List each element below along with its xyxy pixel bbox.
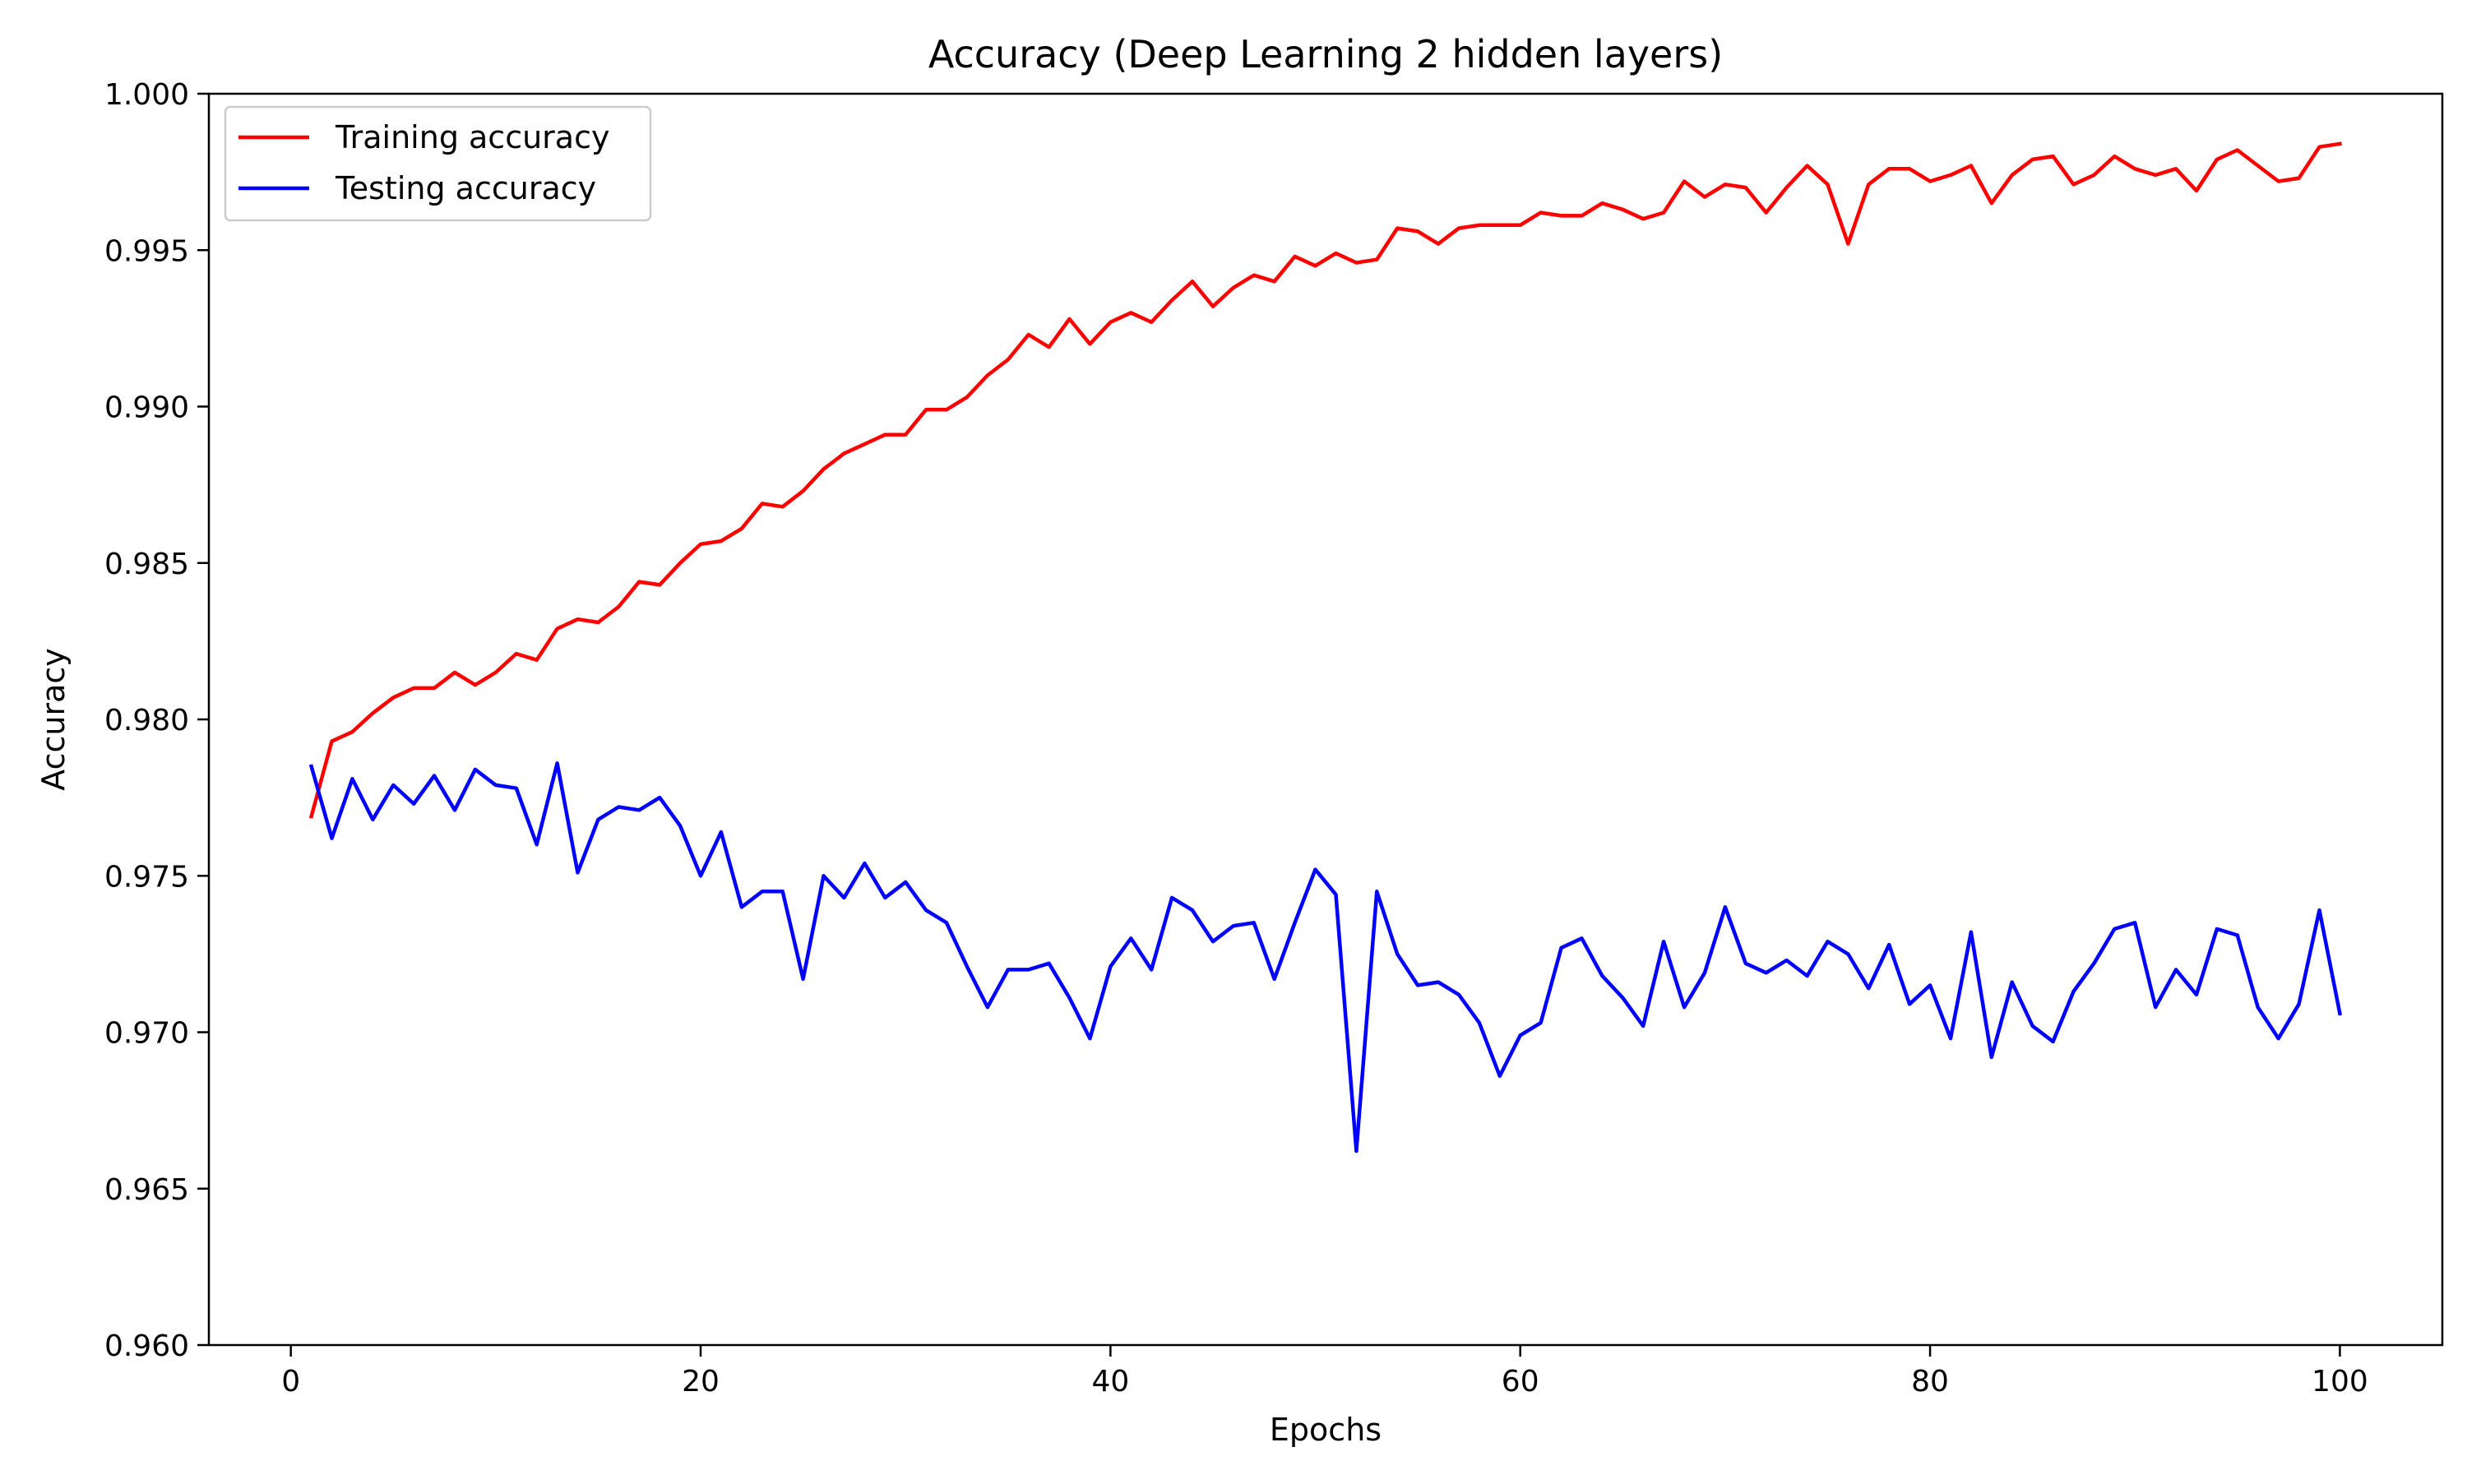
y-tick-label: 0.970	[104, 1017, 189, 1051]
testing-accuracy-line	[308, 761, 2343, 1153]
y-tick-label: 0.985	[104, 548, 189, 581]
legend-label-training: Training accuracy	[335, 119, 609, 155]
x-axis-ticks: 0 20 40 60 80 100	[281, 1345, 2368, 1398]
legend: Training accuracy Testing accuracy	[224, 105, 652, 222]
y-tick-label: 0.990	[104, 391, 189, 425]
x-tick-label: 80	[1911, 1365, 1949, 1398]
y-tick-label: 1.000	[104, 78, 189, 112]
y-tick-label: 0.965	[104, 1173, 189, 1207]
axes-frame	[207, 92, 2444, 1347]
y-axis-ticks: 0.960 0.965 0.970 0.975 0.980 0.985 0.990 0.995…	[104, 78, 209, 1363]
legend-box	[224, 105, 652, 222]
x-tick-label: 20	[682, 1365, 720, 1398]
y-tick-label: 0.975	[104, 860, 189, 894]
training-accuracy-line	[308, 141, 2342, 819]
x-tick-label: 0	[281, 1365, 300, 1398]
x-tick-label: 40	[1091, 1365, 1129, 1398]
legend-label-testing: Testing accuracy	[335, 170, 596, 206]
y-tick-label: 0.980	[104, 704, 189, 737]
x-tick-label: 100	[2312, 1365, 2368, 1398]
y-axis-label: Accuracy	[35, 648, 72, 791]
chart-title: Accuracy (Deep Learning 2 hidden layers)	[928, 32, 1723, 76]
y-tick-label: 0.960	[104, 1329, 189, 1363]
x-tick-label: 60	[1502, 1365, 1539, 1398]
y-tick-label: 0.995	[104, 234, 189, 268]
x-axis-label: Epochs	[1270, 1412, 1382, 1448]
plot-area	[308, 141, 2343, 1153]
